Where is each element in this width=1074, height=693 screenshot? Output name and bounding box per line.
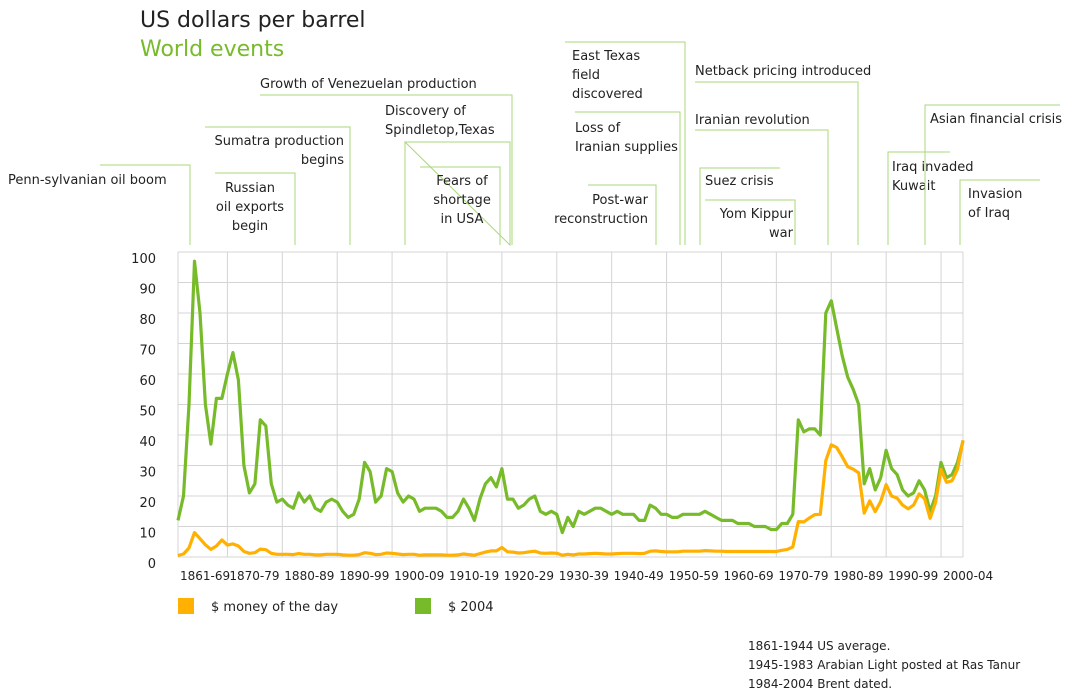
annotation-leader xyxy=(420,166,501,245)
annotation-text: Spindletop,Texas xyxy=(385,123,495,138)
annotation-text: Invasion xyxy=(968,187,1022,202)
y-tick-label: 70 xyxy=(139,344,156,359)
source-note: 1861-1944 US average. xyxy=(748,639,890,653)
source-note: 1984-2004 Brent dated. xyxy=(748,677,892,691)
x-tick-label: 1950-59 xyxy=(669,569,719,583)
annotation-text: oil exports xyxy=(216,200,284,215)
annotation-text: Post-war xyxy=(592,193,648,208)
y-tick-label: 10 xyxy=(139,527,156,542)
annotation-text: shortage xyxy=(433,193,491,208)
x-tick-label: 1970-79 xyxy=(778,569,828,583)
data-line xyxy=(177,439,965,558)
annotation-leader xyxy=(705,199,796,245)
data-line xyxy=(176,259,965,535)
legend-swatch xyxy=(178,598,194,614)
annotation-text: Yom Kippur xyxy=(719,207,794,222)
y-tick-label: 0 xyxy=(148,557,156,572)
legend-label: $ money of the day xyxy=(211,600,338,615)
annotation-leader xyxy=(699,167,780,245)
annotation-text: Growth of Venezuelan production xyxy=(260,77,477,92)
annotation-text: Fears of xyxy=(436,174,488,189)
annotation-leader xyxy=(924,104,1060,245)
annotation-text: Discovery of xyxy=(385,104,466,119)
y-tick-label: 60 xyxy=(139,374,156,389)
annotation-text: discovered xyxy=(572,87,643,102)
y-tick-label: 100 xyxy=(131,252,156,267)
annotation-text: war xyxy=(769,226,794,241)
annotation-leader xyxy=(215,172,296,245)
annotation-text: in USA xyxy=(441,212,484,227)
annotation-text: Kuwait xyxy=(892,179,935,194)
y-tick-label: 50 xyxy=(139,405,156,420)
annotation-text: of Iraq xyxy=(968,206,1010,221)
x-tick-label: 1910-19 xyxy=(449,569,499,583)
chart-title: US dollars per barrel xyxy=(140,8,366,33)
y-tick-label: 80 xyxy=(139,313,156,328)
annotation-leader xyxy=(588,184,657,245)
annotation-text: Suez crisis xyxy=(705,174,774,189)
x-tick-label: 1861-69 xyxy=(180,569,230,583)
annotation-text: Russian xyxy=(225,181,275,196)
x-tick-label: 1940-49 xyxy=(614,569,664,583)
x-tick-label: 1900-09 xyxy=(394,569,444,583)
y-tick-label: 40 xyxy=(139,435,156,450)
legend-swatch xyxy=(415,598,431,614)
annotation-leader xyxy=(887,151,950,245)
annotation-text: Netback pricing introduced xyxy=(695,64,871,79)
y-tick-label: 20 xyxy=(139,496,156,511)
annotation-leader xyxy=(205,126,351,245)
annotation-text: East Texas xyxy=(572,49,640,64)
annotation-text: Sumatra production xyxy=(215,134,344,149)
annotation-text: Iranian revolution xyxy=(695,113,810,128)
annotation-text: Loss of xyxy=(575,121,621,136)
annotation-text: Asian financial crisis xyxy=(930,112,1062,127)
annotation-leader xyxy=(260,94,513,245)
x-tick-label: 1960-69 xyxy=(723,569,773,583)
y-tick-label: 90 xyxy=(139,283,156,298)
annotation-leader xyxy=(100,164,191,245)
annotation-text: Iraq invaded xyxy=(892,160,974,175)
annotation-text: field xyxy=(572,68,600,83)
x-tick-label: 1870-79 xyxy=(229,569,279,583)
annotation-text: begins xyxy=(301,153,344,168)
annotation-leader xyxy=(404,140,511,247)
annotation-leader xyxy=(959,179,1040,245)
annotation-leader xyxy=(575,111,681,245)
x-tick-label: 1920-29 xyxy=(504,569,554,583)
y-tick-label: 30 xyxy=(139,466,156,481)
annotation-leader xyxy=(565,41,686,245)
x-tick-label: 2000-04 xyxy=(943,569,993,583)
legend-label: $ 2004 xyxy=(448,600,494,615)
x-tick-label: 1990-99 xyxy=(888,569,938,583)
annotation-text: Iranian supplies xyxy=(575,140,678,155)
annotation-leader xyxy=(695,81,859,245)
x-tick-label: 1980-89 xyxy=(833,569,883,583)
annotation-text: begin xyxy=(232,219,268,234)
chart-subtitle: World events xyxy=(140,37,284,62)
source-note: 1945-1983 Arabian Light posted at Ras Ta… xyxy=(748,658,1020,672)
x-tick-label: 1880-89 xyxy=(284,569,334,583)
annotation-leader xyxy=(695,129,829,245)
x-tick-label: 1890-99 xyxy=(339,569,389,583)
x-tick-label: 1930-39 xyxy=(559,569,609,583)
annotation-text: Penn-sylvanian oil boom xyxy=(8,173,167,188)
annotation-text: reconstruction xyxy=(554,212,648,227)
